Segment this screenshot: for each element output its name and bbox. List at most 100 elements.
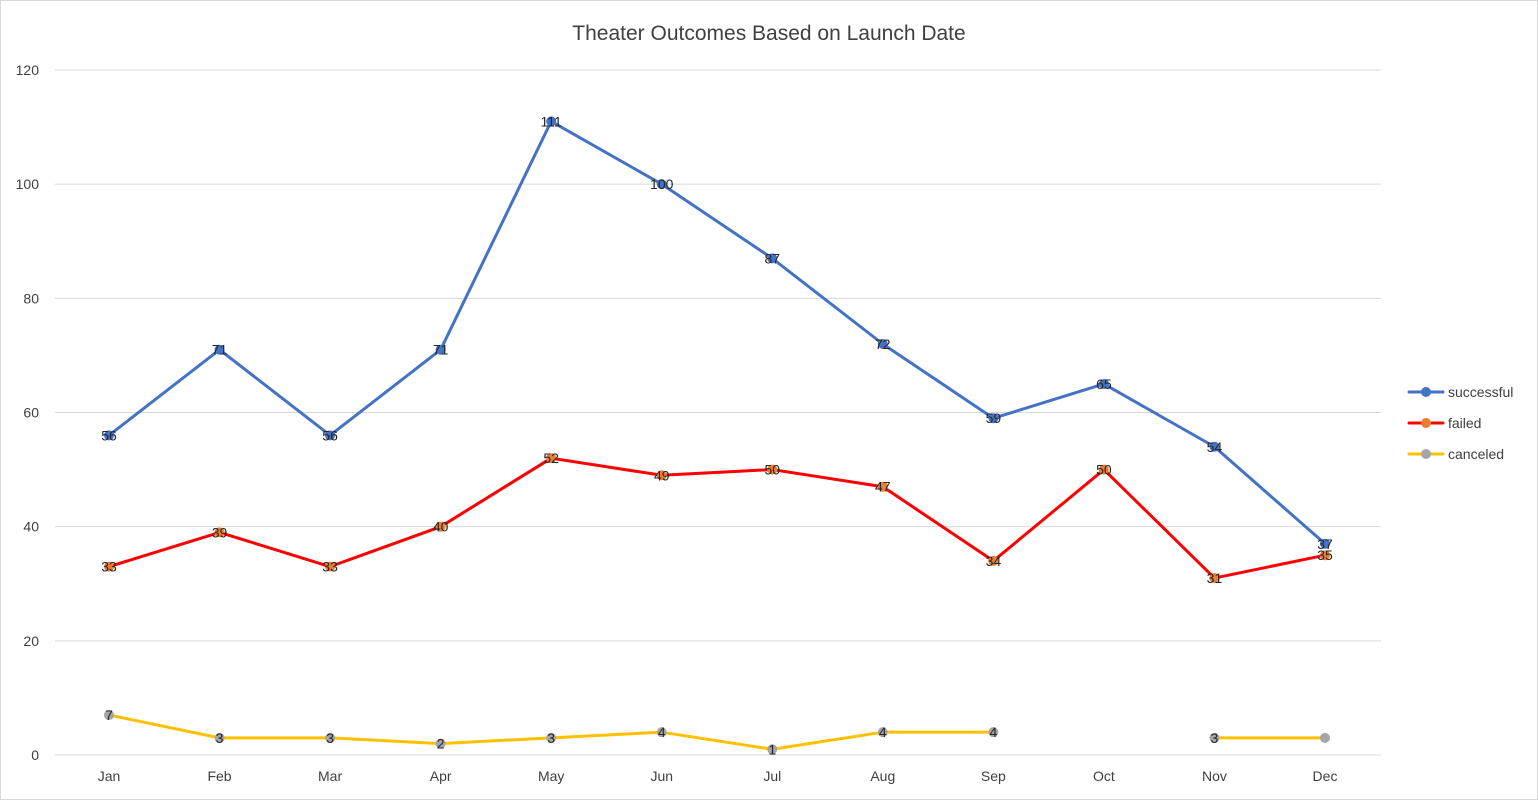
data-label-canceled: 2 <box>437 736 445 752</box>
x-tick-label: Jul <box>763 768 781 784</box>
data-label-failed: 31 <box>1207 570 1223 586</box>
legend-marker-canceled <box>1421 449 1431 459</box>
data-point-canceled <box>988 727 999 738</box>
legend-item-successful: successful <box>1407 384 1513 400</box>
x-axis-ticks: Jan Feb Mar Apr May Jun Jul Aug Sep Oct Nov Dec <box>98 768 1338 784</box>
data-label-successful: 71 <box>212 342 228 358</box>
data-point-failed <box>104 561 114 572</box>
data-point-successful <box>767 253 778 264</box>
data-label-successful: 56 <box>322 427 338 443</box>
data-label-failed: 33 <box>101 559 117 575</box>
data-point-canceled <box>767 744 778 755</box>
data-point-failed <box>325 561 336 572</box>
x-tick-label: Dec <box>1313 768 1338 784</box>
legend-item-canceled: canceled <box>1407 446 1504 462</box>
data-label-successful: 87 <box>764 250 780 266</box>
x-tick-label: Mar <box>318 768 342 784</box>
x-tick-label: Jan <box>98 768 121 784</box>
data-label-failed: 50 <box>764 462 780 478</box>
data-label-successful: 37 <box>1317 536 1333 552</box>
data-point-failed <box>214 527 225 538</box>
data-label-failed: 33 <box>322 559 338 575</box>
data-label-successful: 71 <box>433 342 449 358</box>
series-line-failed <box>107 456 1327 580</box>
legend-label-canceled: canceled <box>1448 446 1504 462</box>
data-point-successful <box>1209 441 1220 452</box>
data-label-successful: 100 <box>650 176 674 192</box>
x-tick-label: Aug <box>870 768 895 784</box>
data-point-canceled <box>877 727 888 738</box>
data-label-failed: 39 <box>212 524 228 540</box>
legend-label-successful: successful <box>1448 384 1513 400</box>
data-label-canceled: 3 <box>547 730 555 746</box>
x-tick-label: May <box>538 768 564 784</box>
series-successful <box>104 116 1330 549</box>
x-tick-label: Jun <box>650 768 673 784</box>
data-point-failed <box>1098 464 1109 475</box>
data-label-canceled: 4 <box>989 724 997 740</box>
data-point-canceled <box>1320 732 1330 743</box>
y-tick-label: 40 <box>23 519 39 535</box>
legend-marker-failed <box>1421 418 1431 428</box>
data-label-failed: 35 <box>1317 547 1333 563</box>
gridlines <box>55 69 1381 756</box>
data-label-failed: 52 <box>543 450 559 466</box>
y-axis-ticks: 0 20 40 60 80 100 120 <box>16 62 40 763</box>
data-point-canceled <box>546 732 557 743</box>
data-point-failed <box>546 453 557 464</box>
data-point-successful <box>1320 538 1330 549</box>
data-point-canceled <box>214 732 225 743</box>
x-tick-label: Feb <box>207 768 231 784</box>
data-label-successful: 59 <box>986 410 1002 426</box>
y-tick-label: 100 <box>16 176 40 192</box>
data-label-successful: 56 <box>101 427 117 443</box>
data-label-canceled: 4 <box>879 724 887 740</box>
data-label-canceled: 3 <box>216 730 224 746</box>
y-tick-label: 20 <box>23 633 39 649</box>
data-point-failed <box>435 521 446 532</box>
series-line-successful <box>107 119 1327 546</box>
data-point-failed <box>1320 550 1330 561</box>
data-point-canceled <box>104 710 114 721</box>
data-label-failed: 34 <box>986 553 1002 569</box>
series-failed <box>104 453 1330 584</box>
y-tick-label: 0 <box>31 747 39 763</box>
legend: successful failed canceled <box>1407 384 1513 462</box>
data-point-failed <box>1209 573 1220 584</box>
data-point-failed <box>988 555 999 566</box>
data-point-canceled <box>656 727 667 738</box>
data-point-canceled <box>1209 732 1220 743</box>
y-tick-label: 80 <box>23 290 39 306</box>
data-label-failed: 50 <box>1096 462 1112 478</box>
data-point-canceled <box>435 738 446 749</box>
data-point-failed <box>656 470 667 481</box>
data-label-canceled: 3 <box>1211 730 1219 746</box>
data-point-successful <box>104 430 114 441</box>
x-tick-label: Nov <box>1202 768 1227 784</box>
data-point-successful <box>656 179 667 190</box>
data-label-failed: 40 <box>433 519 449 535</box>
data-label-successful: 111 <box>541 113 562 129</box>
data-label-failed: 47 <box>875 479 891 495</box>
y-tick-label: 60 <box>23 405 39 421</box>
data-label-canceled: 3 <box>326 730 334 746</box>
series-layer <box>104 116 1330 755</box>
data-point-successful <box>877 339 888 349</box>
data-point-successful <box>214 344 225 355</box>
legend-item-failed: failed <box>1407 415 1481 431</box>
x-tick-label: Oct <box>1093 768 1115 784</box>
legend-marker-successful <box>1421 387 1431 397</box>
series-canceled <box>104 710 1330 755</box>
data-label-failed: 49 <box>654 467 670 483</box>
data-label-successful: 72 <box>875 336 891 352</box>
data-point-failed <box>767 464 778 475</box>
data-label-canceled: 4 <box>658 724 666 740</box>
data-label-canceled: 1 <box>768 741 776 757</box>
y-tick-label: 120 <box>16 62 40 78</box>
x-tick-label: Sep <box>981 768 1006 784</box>
data-label-successful: 54 <box>1207 439 1223 455</box>
data-label-canceled: 7 <box>105 707 113 723</box>
